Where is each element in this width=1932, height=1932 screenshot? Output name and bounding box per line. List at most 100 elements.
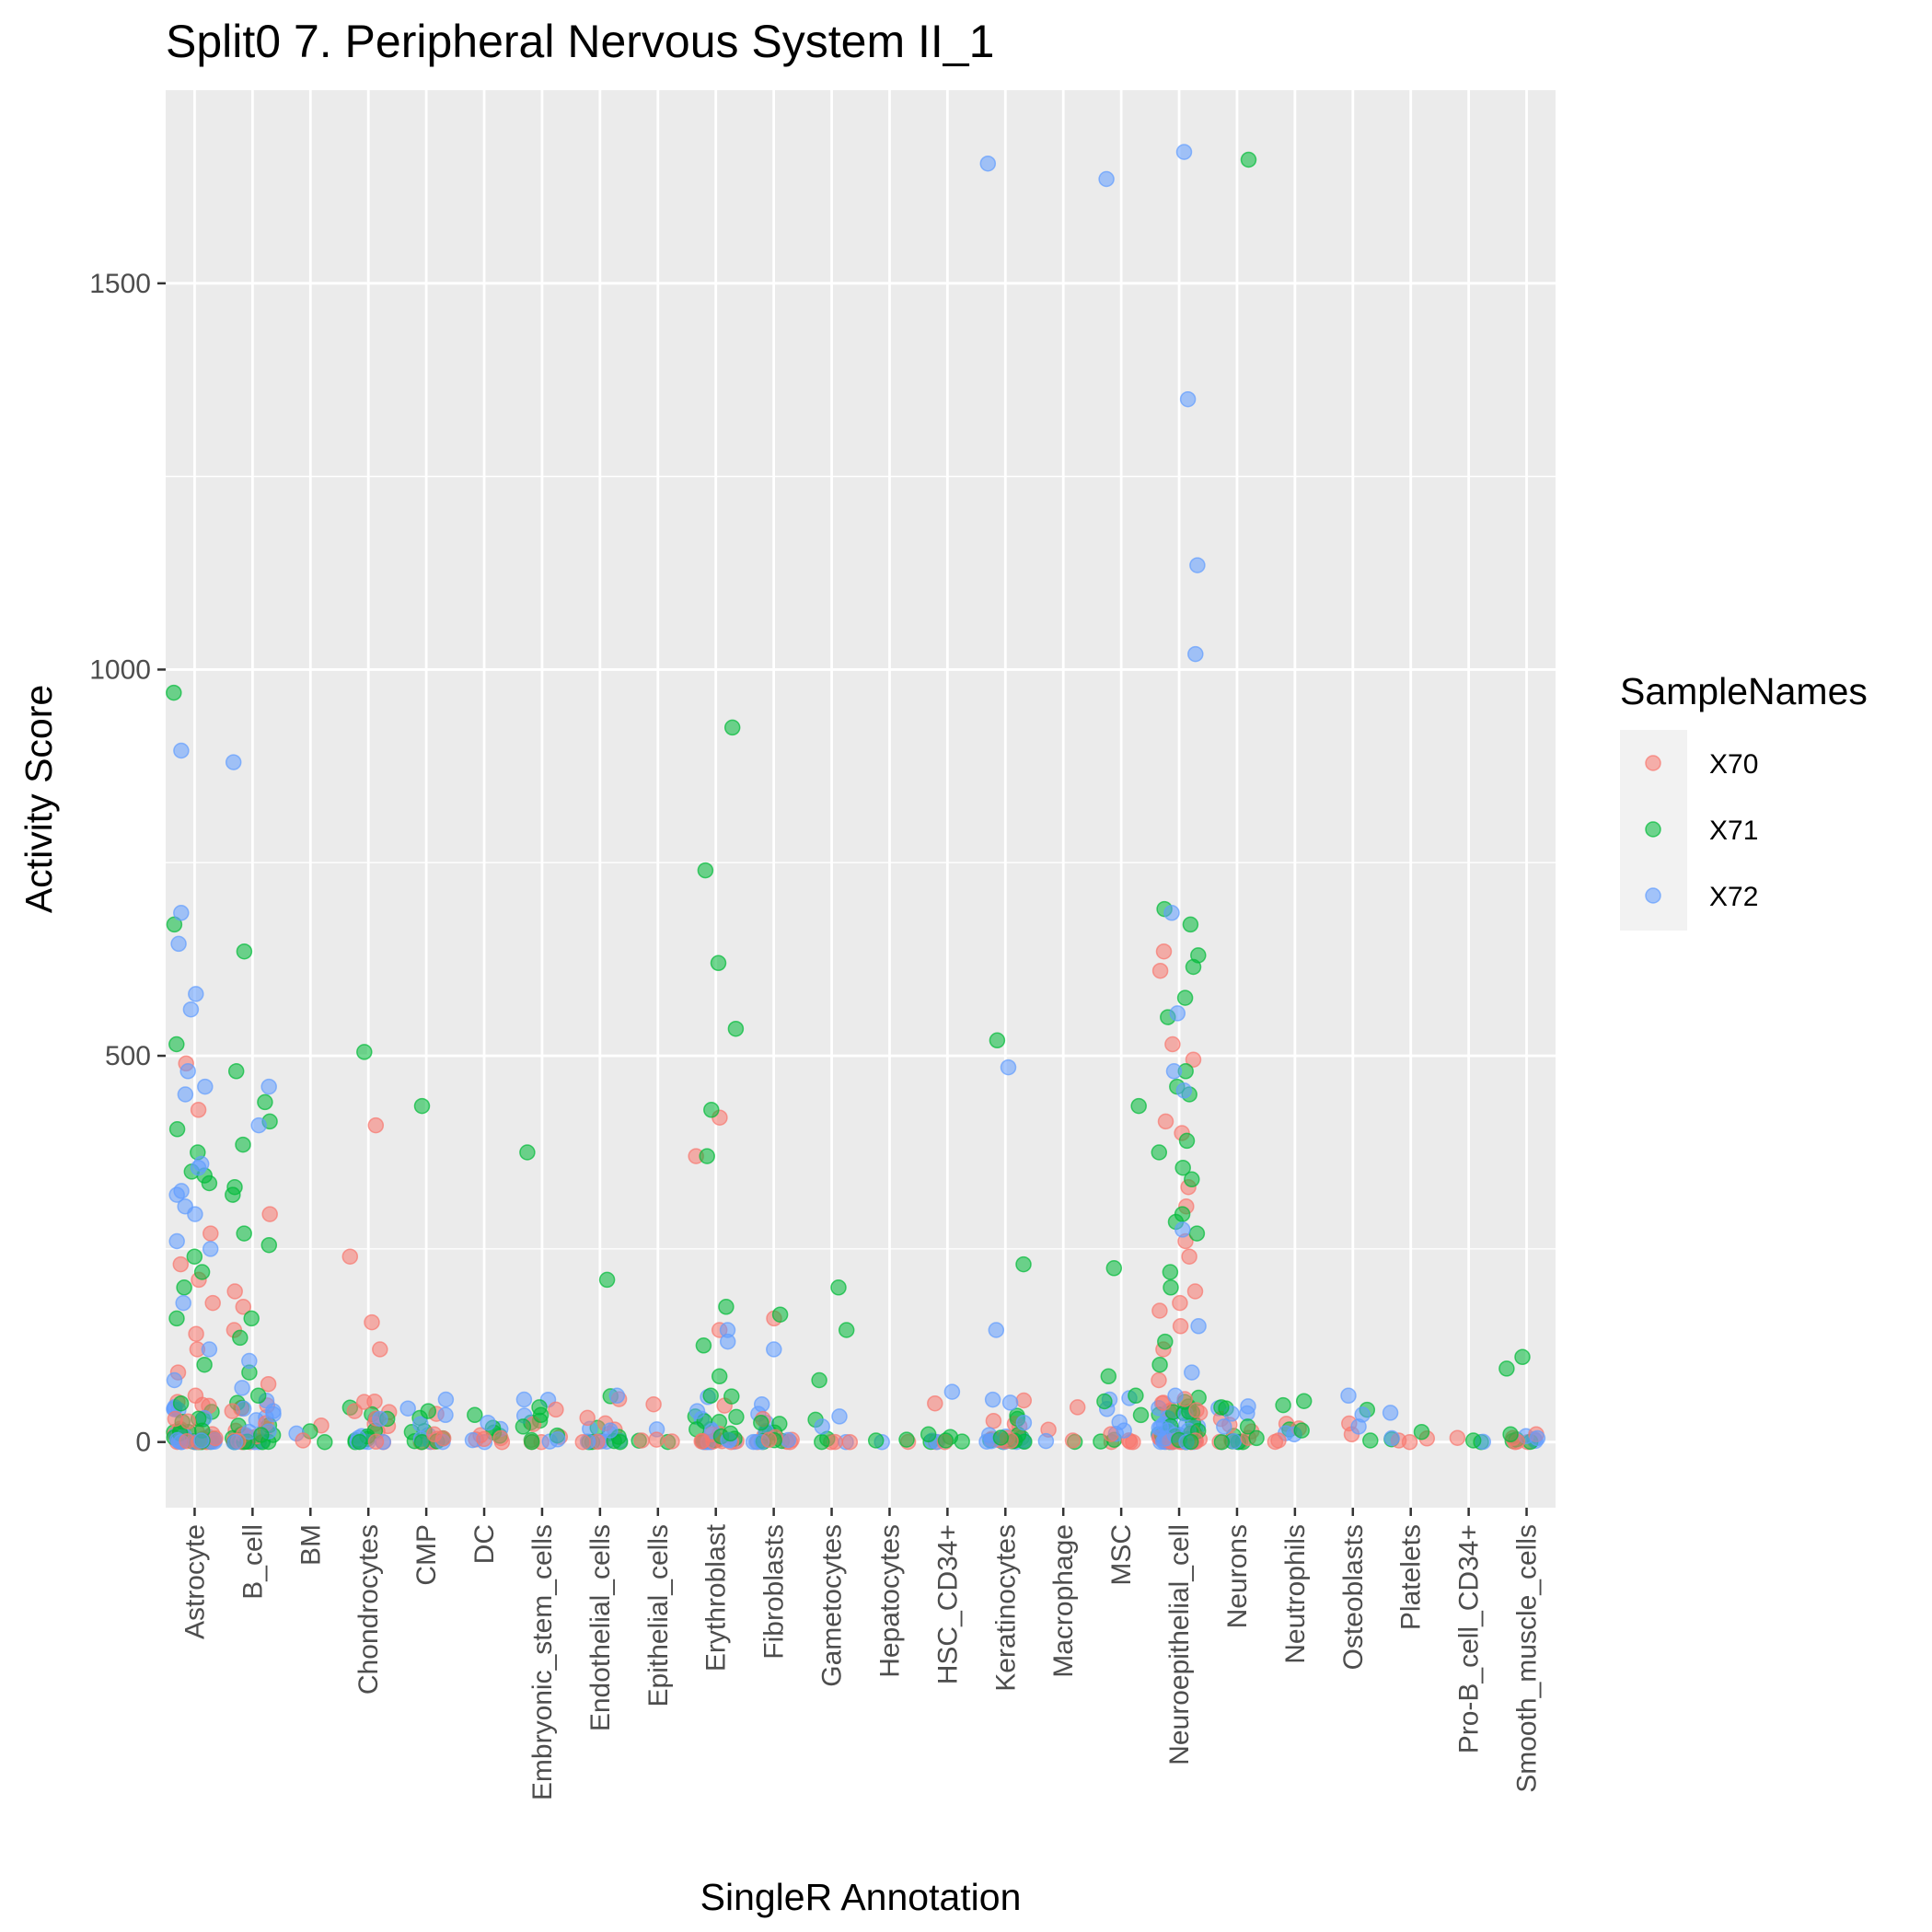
data-point-x71 <box>1162 1264 1179 1280</box>
data-point-x72 <box>753 1396 770 1413</box>
data-point-x72 <box>1187 645 1204 663</box>
data-point-x71 <box>413 1097 431 1115</box>
data-point-x72 <box>265 1403 282 1419</box>
data-point-x70 <box>261 1206 278 1222</box>
data-point-x71 <box>413 1433 431 1451</box>
data-point-x71 <box>598 1271 616 1289</box>
data-point-x72 <box>1239 1405 1255 1422</box>
data-point-x70 <box>235 1299 252 1315</box>
data-point-x70 <box>1185 1051 1202 1068</box>
data-point-x71 <box>1157 1333 1174 1350</box>
data-point-x72 <box>814 1418 830 1435</box>
data-point-x71 <box>867 1432 885 1449</box>
data-point-x72 <box>412 1416 429 1432</box>
legend-title: SampleNames <box>1620 670 1868 712</box>
data-point-x70 <box>179 1432 195 1450</box>
data-point-x71 <box>1248 1429 1265 1447</box>
y-axis-title: Activity Score <box>17 685 60 913</box>
data-point-x72 <box>1190 1318 1207 1335</box>
x-tick-label: Gametocytes <box>817 1524 848 1687</box>
x-tick-label: B_cell <box>237 1524 268 1600</box>
data-point-x71 <box>1151 1356 1168 1373</box>
data-point-x70 <box>841 1433 859 1451</box>
data-point-x72 <box>480 1414 496 1431</box>
data-point-x71 <box>1128 1387 1144 1405</box>
x-tick-label: Astrocyte <box>179 1524 210 1639</box>
legend-label-x71: X71 <box>1709 816 1758 846</box>
data-point-x71 <box>1213 1399 1230 1416</box>
legend-key-x72 <box>1645 887 1661 904</box>
data-point-x71 <box>1275 1396 1291 1414</box>
data-point-x71 <box>524 1433 540 1451</box>
x-tick-label: Pro-B_cell_CD34+ <box>1454 1524 1485 1753</box>
data-point-x70 <box>664 1433 680 1450</box>
data-point-x70 <box>295 1432 311 1449</box>
data-point-x70 <box>1181 1248 1197 1265</box>
data-point-x71 <box>723 719 741 736</box>
data-point-x72 <box>719 1333 736 1350</box>
data-point-x71 <box>1015 1255 1032 1273</box>
data-point-x71 <box>260 1236 278 1254</box>
data-point-x70 <box>1151 1302 1168 1319</box>
data-point-x71 <box>1293 1422 1310 1439</box>
data-point-x72 <box>978 1433 995 1450</box>
data-point-x72 <box>1098 170 1115 188</box>
data-point-x72 <box>182 1001 200 1018</box>
data-point-x70 <box>207 1429 224 1447</box>
data-point-x70 <box>1069 1399 1086 1416</box>
data-point-x70 <box>346 1403 364 1419</box>
data-point-x71 <box>1184 1171 1200 1188</box>
data-point-x72 <box>437 1406 454 1424</box>
grid-major <box>166 90 1556 1508</box>
data-point-x71 <box>168 1121 186 1138</box>
data-point-x71 <box>1502 1426 1519 1443</box>
x-tick-label: HSC_CD34+ <box>932 1524 963 1684</box>
chart-title: Split0 7. Peripheral Nervous System II_1 <box>166 16 994 67</box>
data-point-x70 <box>224 1403 241 1419</box>
data-point-x70 <box>426 1426 443 1443</box>
data-point-x71 <box>1178 1132 1196 1150</box>
data-point-x71 <box>172 1394 190 1412</box>
x-axis-title: SingleR Annotation <box>700 1876 1022 1918</box>
data-point-x70 <box>492 1429 509 1447</box>
data-point-x71 <box>317 1433 333 1451</box>
data-point-x71 <box>236 943 253 960</box>
data-point-x70 <box>1188 1402 1205 1418</box>
data-point-x70 <box>172 1255 190 1273</box>
data-point-x71 <box>1151 1144 1168 1161</box>
y-tick-label: 1500 <box>89 269 151 299</box>
data-point-x72 <box>1216 1418 1232 1435</box>
data-point-x70 <box>1164 1035 1181 1053</box>
data-point-x71 <box>811 1371 827 1389</box>
data-point-x71 <box>695 1337 712 1354</box>
data-point-x72 <box>1174 1221 1191 1238</box>
data-point-x71 <box>722 1425 739 1442</box>
data-point-x71 <box>1295 1393 1313 1409</box>
data-point-x72 <box>688 1403 706 1419</box>
data-point-x71 <box>702 1387 719 1405</box>
data-point-x71 <box>186 1248 203 1265</box>
data-point-x71 <box>232 1329 249 1347</box>
data-point-x72 <box>234 1380 250 1396</box>
data-point-x72 <box>170 935 187 953</box>
data-point-x72 <box>988 1322 1005 1338</box>
data-point-x72 <box>780 1431 797 1449</box>
data-point-x71 <box>954 1433 970 1450</box>
data-point-x72 <box>1184 1364 1200 1381</box>
data-point-x71 <box>227 1063 245 1080</box>
x-tick-label: DC <box>469 1524 500 1564</box>
data-point-x72 <box>1529 1429 1546 1447</box>
data-point-x71 <box>989 1032 1006 1049</box>
data-point-x71 <box>1132 1406 1150 1424</box>
data-point-x72 <box>372 1410 388 1428</box>
data-point-x71 <box>166 684 182 701</box>
data-point-x71 <box>176 1279 192 1296</box>
data-point-x70 <box>167 1410 184 1428</box>
data-point-x71 <box>1183 1433 1199 1451</box>
data-point-x71 <box>253 1427 270 1443</box>
data-point-x71 <box>992 1429 1010 1446</box>
data-point-x71 <box>235 1136 251 1153</box>
data-point-x71 <box>249 1387 267 1405</box>
data-point-x71 <box>467 1406 483 1424</box>
data-point-x71 <box>1464 1432 1482 1449</box>
